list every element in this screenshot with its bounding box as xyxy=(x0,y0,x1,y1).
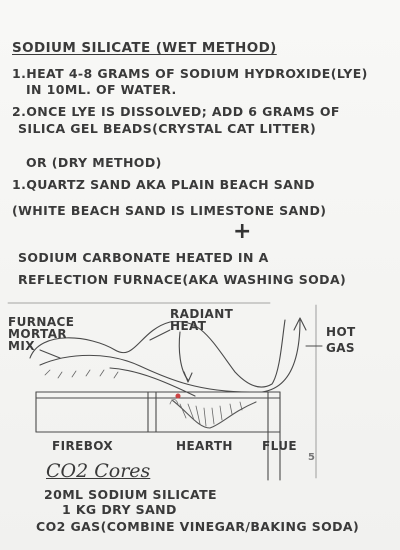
page-mark: 5 xyxy=(308,452,316,463)
label-gas: GAS xyxy=(326,341,355,355)
hot-gas-arrowhead xyxy=(293,317,307,331)
label-radiant: RADIANT xyxy=(170,307,234,321)
or-dry-method: OR (DRY METHOD) xyxy=(26,155,162,170)
dry-step-1-line-a: 1.QUARTZ SAND AKA PLAIN BEACH SAND xyxy=(12,177,315,192)
furnace-inner-arc xyxy=(39,354,251,393)
hearth-melt xyxy=(171,399,257,429)
label-mix: MIX xyxy=(8,339,35,353)
radiant-heat-arrow-2 xyxy=(178,331,189,381)
wet-step-1-line-b: IN 10ML. OF WATER. xyxy=(26,82,177,97)
label-flue: FLUE xyxy=(262,439,297,453)
wet-step-2-line-a: 2.ONCE LYE IS DISSOLVED; ADD 6 GRAMS OF xyxy=(12,104,340,119)
furnace-dome xyxy=(29,319,286,388)
label-mortar: MORTAR xyxy=(8,327,68,341)
hot-gas-arrow xyxy=(261,319,301,393)
label-heat: HEAT xyxy=(170,319,207,333)
radiant-leader xyxy=(149,329,171,341)
label-hot: HOT xyxy=(326,325,356,339)
wet-step-2-line-b: SILICA GEL BEADS(CRYSTAL CAT LITTER) xyxy=(18,121,317,136)
label-hearth: HEARTH xyxy=(176,439,233,453)
label-furnace: FURNACE xyxy=(8,315,75,329)
label-firebox: FIREBOX xyxy=(52,439,114,453)
sodium-carbonate-line-b: REFLECTION FURNACE(AKA WASHING SODA) xyxy=(18,272,347,287)
dry-step-1-line-b: (WHITE BEACH SAND IS LIMESTONE SAND) xyxy=(12,203,327,218)
label-radiant-heat: RADIANT HEAT xyxy=(170,308,233,332)
mortar-leader xyxy=(39,349,61,359)
co2-line-2: 1 KG DRY SAND xyxy=(62,502,177,517)
label-hot-gas: HOT GAS xyxy=(326,326,356,354)
wet-step-1-line-a: 1.HEAT 4-8 GRAMS OF SODIUM HYDROXIDE(LYE… xyxy=(12,66,368,81)
radiant-heat-arrowhead xyxy=(183,371,193,383)
plus-sign: + xyxy=(233,219,252,244)
sodium-carbonate-line-a: SODIUM CARBONATE HEATED IN A xyxy=(18,250,269,265)
co2-cores-heading: CO2 Cores xyxy=(46,460,151,482)
co2-line-1: 20ML SODIUM SILICATE xyxy=(44,487,217,502)
label-furnace-mortar-mix: FURNACE MORTAR MIX xyxy=(8,316,74,352)
page-title: SODIUM SILICATE (WET METHOD) xyxy=(12,40,277,56)
co2-line-3: CO2 GAS(COMBINE VINEGAR/BAKING SODA) xyxy=(36,519,360,534)
